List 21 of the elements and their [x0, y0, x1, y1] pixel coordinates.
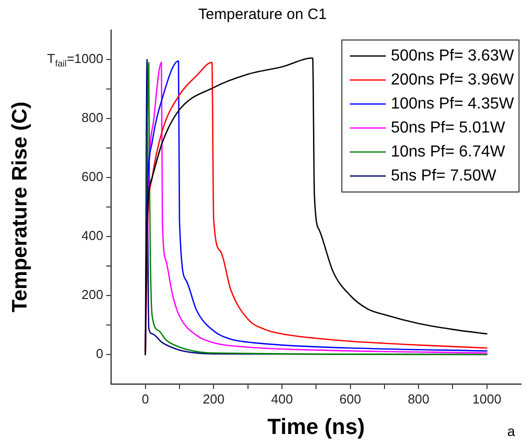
x-tick-label: 800	[408, 391, 430, 406]
chart-title: Temperature on C1	[198, 6, 327, 24]
legend-label: 200ns Pf= 3.96W	[390, 71, 515, 88]
y-tick-label: 600	[81, 169, 104, 184]
legend-label: 5ns Pf= 7.50W	[390, 167, 498, 184]
legend-label: 500ns Pf= 3.63W	[390, 47, 515, 64]
x-tick-label: 600	[339, 391, 362, 406]
x-tick-label: 400	[271, 391, 293, 406]
y-tick-label: 400	[81, 228, 104, 244]
x-tick-label: 1000	[472, 391, 502, 406]
y-tick-label: 0	[96, 346, 104, 362]
x-tick-label: 200	[202, 391, 224, 406]
legend-label: 100ns Pf= 4.35W	[390, 95, 515, 112]
x-tick-label: 0	[142, 391, 149, 406]
x-axis-title: Time (ns)	[267, 414, 365, 439]
text: a	[507, 422, 516, 439]
y-axis-title: Temperature Rise (C)	[8, 102, 32, 312]
y-tick-label: 200	[81, 287, 104, 302]
y-tick-label: 800	[81, 110, 104, 126]
legend-label: 10ns Pf= 6.74W	[390, 143, 506, 160]
legend-label: 50ns Pf= 5.01W	[390, 119, 506, 136]
